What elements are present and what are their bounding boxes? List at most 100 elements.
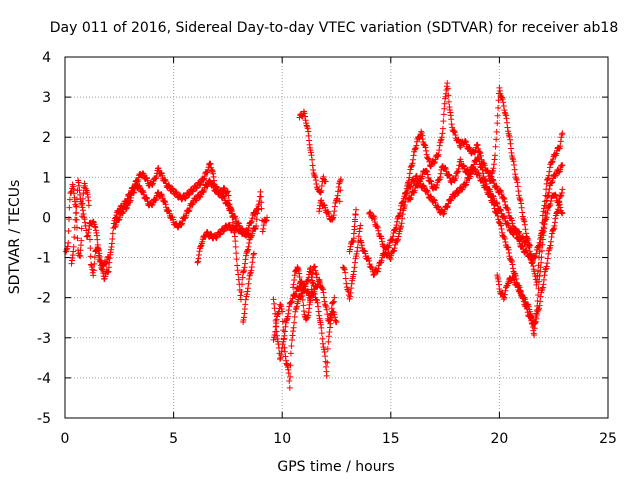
- data-point: [504, 124, 511, 131]
- data-point: [131, 187, 138, 194]
- data-point: [323, 372, 330, 379]
- data-point: [245, 225, 252, 232]
- data-point: [519, 209, 526, 216]
- data-point: [143, 194, 150, 201]
- data-point: [79, 204, 86, 211]
- data-point: [85, 202, 92, 209]
- data-point: [333, 196, 340, 203]
- data-point: [253, 216, 260, 223]
- data-point: [531, 325, 538, 332]
- data-point: [413, 142, 420, 149]
- data-point: [292, 308, 299, 315]
- data-point: [556, 145, 563, 152]
- data-point: [287, 362, 294, 369]
- data-point: [445, 98, 452, 105]
- data-point: [435, 151, 442, 158]
- data-point: [247, 270, 254, 277]
- data-point: [469, 165, 476, 172]
- data-point: [501, 235, 508, 242]
- data-point: [388, 237, 395, 244]
- data-point: [541, 272, 548, 279]
- data-point: [499, 229, 506, 236]
- data-point: [65, 216, 72, 223]
- plot-frame: [64, 56, 609, 419]
- data-point: [398, 220, 405, 227]
- data-point: [319, 285, 326, 292]
- data-point: [489, 169, 496, 176]
- data-point: [408, 163, 415, 170]
- data-point: [497, 206, 504, 213]
- data-point: [109, 230, 116, 237]
- data-point: [490, 161, 497, 168]
- data-point: [494, 203, 501, 210]
- data-point: [512, 171, 519, 178]
- data-point: [432, 156, 439, 163]
- data-point: [321, 298, 328, 305]
- data-point: [72, 216, 79, 223]
- data-point: [557, 143, 564, 150]
- data-point: [248, 267, 255, 274]
- data-point: [535, 243, 542, 250]
- data-point: [509, 220, 516, 227]
- data-point: [515, 188, 522, 195]
- data-point: [512, 228, 519, 235]
- data-point: [437, 174, 444, 181]
- data-point: [521, 296, 528, 303]
- data-point: [538, 259, 545, 266]
- data-point: [532, 318, 539, 325]
- data-point: [495, 104, 502, 111]
- data-point: [428, 180, 435, 187]
- data-point: [500, 194, 507, 201]
- data-point: [243, 291, 250, 298]
- data-point: [336, 198, 343, 205]
- data-point: [509, 265, 516, 272]
- data-point: [523, 247, 530, 254]
- data-point: [278, 348, 285, 355]
- data-point: [351, 216, 358, 223]
- data-point: [310, 167, 317, 174]
- data-point: [233, 222, 240, 229]
- data-point: [545, 172, 552, 179]
- data-point: [498, 222, 505, 229]
- x-tick-label: 15: [382, 431, 400, 447]
- data-point: [545, 250, 552, 257]
- data-point: [304, 125, 311, 132]
- data-point: [525, 303, 532, 310]
- data-point: [509, 155, 516, 162]
- data-point: [123, 205, 130, 212]
- data-point: [391, 245, 398, 252]
- data-point: [102, 273, 109, 280]
- data-point: [258, 199, 265, 206]
- data-point: [213, 234, 220, 241]
- data-point: [143, 195, 150, 202]
- data-point: [487, 172, 494, 179]
- data-point: [498, 191, 505, 198]
- data-point: [449, 124, 456, 131]
- data-point: [78, 237, 85, 244]
- data-point: [535, 292, 542, 299]
- data-point: [532, 253, 539, 260]
- data-point: [493, 128, 500, 135]
- data-point: [326, 328, 333, 335]
- data-point: [397, 226, 404, 233]
- data-point: [493, 199, 500, 206]
- data-point: [246, 276, 253, 283]
- data-point: [232, 243, 239, 250]
- data-point: [502, 287, 509, 294]
- data-point: [495, 97, 502, 104]
- data-point: [315, 303, 322, 310]
- data-point: [558, 209, 565, 216]
- data-point: [313, 271, 320, 278]
- data-point: [249, 215, 256, 222]
- data-point: [329, 215, 336, 222]
- data-point: [279, 344, 286, 351]
- data-point: [130, 189, 137, 196]
- data-point: [454, 168, 461, 175]
- data-point: [526, 241, 533, 248]
- data-point: [66, 204, 73, 211]
- data-point: [424, 168, 431, 175]
- data-point: [558, 190, 565, 197]
- data-point: [313, 180, 320, 187]
- data-point: [374, 224, 381, 231]
- data-point: [232, 238, 239, 245]
